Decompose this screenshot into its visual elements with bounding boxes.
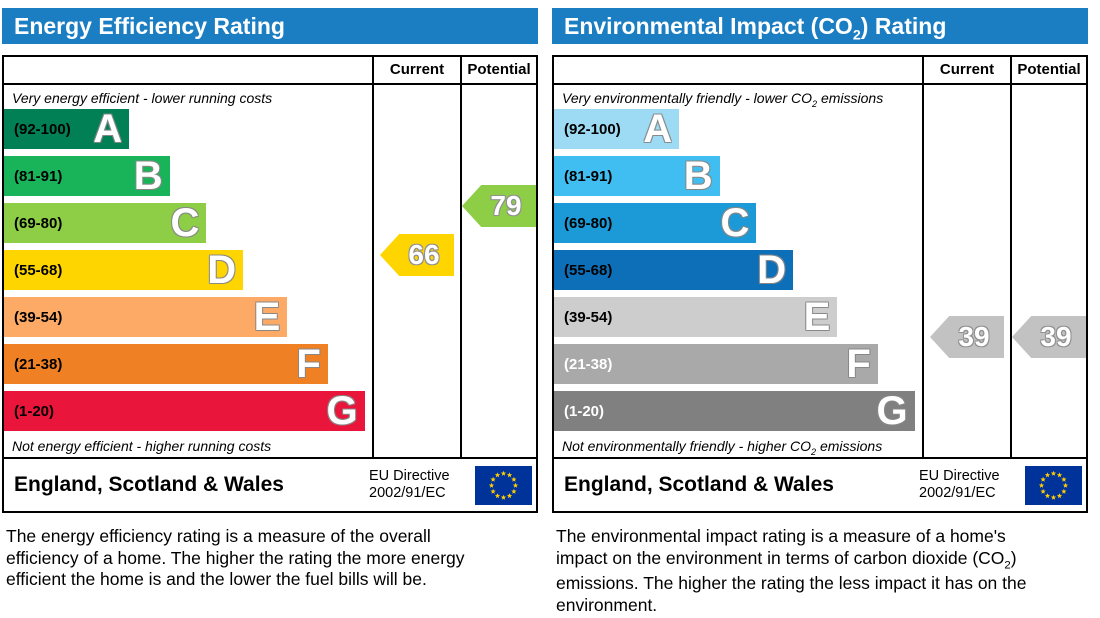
band-range-label: (55-68) xyxy=(564,261,613,279)
band-header-spacer xyxy=(554,57,922,83)
eu-directive-label: EU Directive 2002/91/EC xyxy=(919,468,1000,501)
band-range-label: (55-68) xyxy=(14,261,63,279)
band-letter: E xyxy=(253,295,281,339)
potential-column: 39 xyxy=(1010,85,1086,457)
eu-flag-icon xyxy=(475,465,532,505)
rating-scale-area: Very environmentally friendly - lower CO… xyxy=(554,85,1086,459)
band-letter: A xyxy=(643,107,673,151)
band-area: Very energy efficient - lower running co… xyxy=(4,85,372,457)
band-letter: B xyxy=(683,154,713,198)
band-b: (81-91) B xyxy=(4,156,170,196)
environmental-impact-panel: Environmental Impact (CO2) Rating Curren… xyxy=(552,2,1088,616)
title-text: Environmental Impact (CO xyxy=(564,13,853,39)
top-scale-note: Very environmentally friendly - lower CO… xyxy=(562,90,884,109)
band-g: (1-20) G xyxy=(554,391,915,431)
band-range-label: (21-38) xyxy=(14,355,63,373)
potential-rating-value: 39 xyxy=(1040,321,1072,352)
band-range-label: (1-20) xyxy=(14,402,55,420)
table-footer: England, Scotland & Wales EU Directive 2… xyxy=(554,459,1086,511)
band-letter: C xyxy=(170,201,200,245)
potential-column-header: Potential xyxy=(460,57,536,83)
band-letter: B xyxy=(133,154,163,198)
band-g: (1-20) G xyxy=(4,391,365,431)
band-range-label: (39-54) xyxy=(14,308,63,326)
title-subscript: 2 xyxy=(852,27,861,44)
environmental-impact-table: Current Potential Very environmentally f… xyxy=(552,55,1088,513)
band-letter: C xyxy=(720,201,750,245)
band-e: (39-54) E xyxy=(554,295,838,339)
band-letter: G xyxy=(326,389,358,433)
environmental-impact-title: Environmental Impact (CO2) Rating xyxy=(552,8,1088,44)
potential-rating-arrow: 79 xyxy=(462,185,536,227)
band-d: (55-68) D xyxy=(4,248,244,292)
rating-scale-area: Very energy efficient - lower running co… xyxy=(4,85,536,459)
band-range-label: (69-80) xyxy=(14,214,63,232)
current-rating-arrow: 39 xyxy=(930,316,1004,358)
bottom-scale-note: Not energy efficient - higher running co… xyxy=(12,438,272,454)
band-letter: F xyxy=(846,342,871,386)
current-rating-value: 39 xyxy=(958,321,990,352)
band-range-label: (69-80) xyxy=(564,214,613,232)
potential-column-header: Potential xyxy=(1010,57,1086,83)
title-text-end: ) Rating xyxy=(860,13,947,39)
band-letter: D xyxy=(757,248,787,292)
band-range-label: (81-91) xyxy=(564,167,613,185)
band-letter: G xyxy=(876,389,908,433)
energy-efficiency-table: Current Potential Very energy efficient … xyxy=(2,55,538,513)
band-a: (92-100) A xyxy=(554,107,680,151)
band-range-label: (1-20) xyxy=(564,402,605,420)
table-footer: England, Scotland & Wales EU Directive 2… xyxy=(4,459,536,511)
current-rating-value: 66 xyxy=(408,239,440,270)
current-column: 39 xyxy=(922,85,1010,457)
column-header-row: Current Potential xyxy=(554,57,1086,85)
band-c: (69-80) C xyxy=(554,201,757,245)
region-label: England, Scotland & Wales xyxy=(564,473,834,496)
top-scale-note: Very energy efficient - lower running co… xyxy=(12,90,273,106)
energy-efficiency-title: Energy Efficiency Rating xyxy=(2,8,538,44)
band-letter: E xyxy=(803,295,831,339)
band-header-spacer xyxy=(4,57,372,83)
energy-efficiency-panel: Energy Efficiency Rating Current Potenti… xyxy=(2,2,538,616)
band-c: (69-80) C xyxy=(4,201,207,245)
band-range-label: (21-38) xyxy=(564,355,613,373)
band-range-label: (92-100) xyxy=(564,120,621,138)
band-a: (92-100) A xyxy=(4,107,130,151)
band-d: (55-68) D xyxy=(554,248,794,292)
environmental-impact-description: The environmental impact rating is a mea… xyxy=(556,526,1027,615)
band-range-label: (39-54) xyxy=(564,308,613,326)
band-letter: A xyxy=(93,107,123,151)
band-f: (21-38) F xyxy=(4,344,328,384)
band-letter: F xyxy=(296,342,321,386)
potential-rating-value: 79 xyxy=(490,190,522,221)
current-column-header: Current xyxy=(922,57,1010,83)
bottom-scale-note: Not environmentally friendly - higher CO… xyxy=(562,438,883,457)
band-range-label: (92-100) xyxy=(14,120,71,138)
eu-directive-label: EU Directive 2002/91/EC xyxy=(369,468,450,501)
band-range-label: (81-91) xyxy=(14,167,63,185)
potential-column: 79 xyxy=(460,85,536,457)
band-f: (21-38) F xyxy=(554,344,878,384)
column-header-row: Current Potential xyxy=(4,57,536,85)
band-area: Very environmentally friendly - lower CO… xyxy=(554,85,922,457)
potential-rating-arrow: 39 xyxy=(1012,316,1086,358)
current-column: 66 xyxy=(372,85,460,457)
region-label: England, Scotland & Wales xyxy=(14,473,284,496)
title-text: Energy Efficiency Rating xyxy=(14,13,285,39)
band-b: (81-91) B xyxy=(554,156,720,196)
current-rating-arrow: 66 xyxy=(380,234,454,276)
band-letter: D xyxy=(207,248,237,292)
eu-flag-icon xyxy=(1025,465,1082,505)
energy-efficiency-description: The energy efficiency rating is a measur… xyxy=(6,526,465,590)
current-column-header: Current xyxy=(372,57,460,83)
band-e: (39-54) E xyxy=(4,295,288,339)
